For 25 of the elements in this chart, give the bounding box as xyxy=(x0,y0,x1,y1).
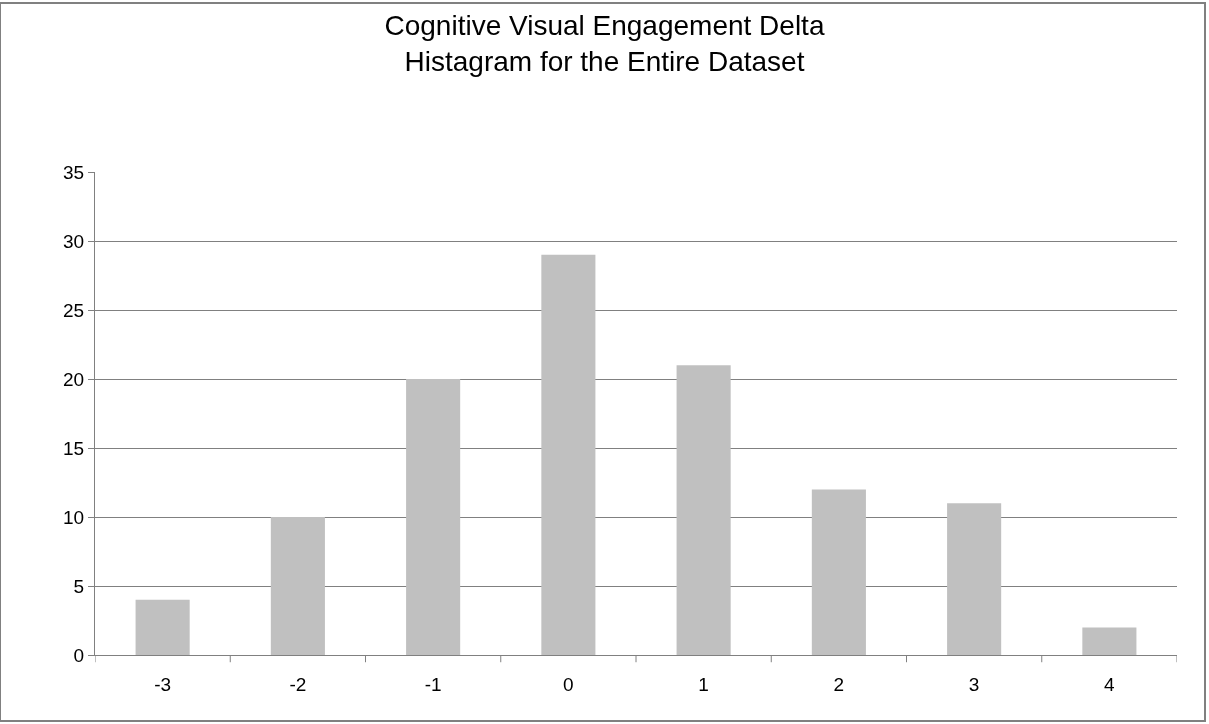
y-tick-label: 20 xyxy=(63,368,85,390)
x-tick-label: 3 xyxy=(968,673,980,695)
x-tick-label: 0 xyxy=(563,673,574,695)
bar xyxy=(406,379,461,655)
y-tick-label: 10 xyxy=(63,506,85,528)
bar xyxy=(811,489,866,655)
x-tick-label: 2 xyxy=(833,673,845,695)
y-tick-label: 0 xyxy=(73,644,85,666)
y-tick-label: 5 xyxy=(73,575,85,597)
y-tick-label: 15 xyxy=(63,437,85,459)
y-tick-label: 35 xyxy=(63,161,85,183)
bar xyxy=(676,365,731,655)
y-tick-label: 30 xyxy=(63,230,85,252)
bar xyxy=(541,254,596,655)
x-tick-label: 4 xyxy=(1104,673,1116,695)
x-tick-label: 1 xyxy=(698,673,709,695)
y-tick-label: 25 xyxy=(63,299,85,321)
bar xyxy=(947,503,1002,655)
chart-title: Cognitive Visual Engagement Delta Histagram for the Entire Dataset xyxy=(384,10,825,78)
x-tick-label: -3 xyxy=(154,673,172,695)
x-tick-label: -1 xyxy=(424,673,442,695)
bar xyxy=(135,599,190,655)
bar xyxy=(1082,627,1137,655)
x-tick-label: -2 xyxy=(289,673,307,695)
bar xyxy=(270,517,325,655)
